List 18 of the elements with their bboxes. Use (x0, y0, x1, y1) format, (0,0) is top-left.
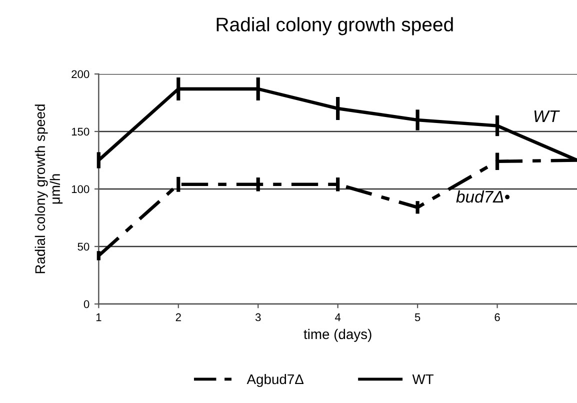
y-tick-label: 100 (72, 185, 90, 194)
y-tick-label: 200 (72, 70, 90, 78)
chart-title: Radial colony growth speed (216, 17, 453, 36)
y-tick-label: 0 (84, 300, 90, 308)
x-tick-label: 5 (414, 313, 420, 322)
x-tick-label: 2 (176, 313, 181, 322)
y-axis-title: Radial colony growth speed μm/h (34, 104, 63, 274)
x-tick-label: 1 (96, 313, 102, 322)
x-tick-label: 3 (255, 313, 261, 322)
x-axis-title: time (days) (304, 328, 372, 342)
annotation: WT (534, 110, 560, 122)
y-tick-label: 150 (72, 128, 90, 136)
legend-label: Agbud7Δ (246, 374, 304, 387)
y-tick-label: 50 (78, 242, 90, 251)
legend-label: WT (412, 374, 434, 384)
annotation: bud7Δ• (456, 190, 510, 203)
x-tick-label: 4 (335, 313, 341, 322)
x-tick-label: 6 (494, 313, 500, 322)
